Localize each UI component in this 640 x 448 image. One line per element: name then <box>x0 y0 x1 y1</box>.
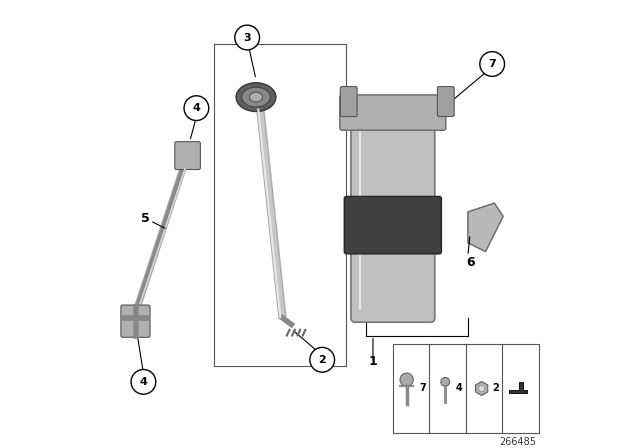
Text: 4: 4 <box>193 103 200 113</box>
Ellipse shape <box>250 92 262 102</box>
Circle shape <box>235 25 260 50</box>
Circle shape <box>479 385 484 392</box>
Text: 6: 6 <box>466 256 474 269</box>
FancyBboxPatch shape <box>437 86 454 116</box>
Circle shape <box>441 377 450 386</box>
Circle shape <box>400 373 413 386</box>
Text: 7: 7 <box>488 59 496 69</box>
Ellipse shape <box>236 83 276 112</box>
Text: 2: 2 <box>318 355 326 365</box>
Circle shape <box>310 347 335 372</box>
Circle shape <box>184 96 209 121</box>
Polygon shape <box>468 203 503 252</box>
FancyBboxPatch shape <box>344 196 442 254</box>
Text: 2: 2 <box>492 383 499 393</box>
Text: 4: 4 <box>456 383 462 393</box>
Text: 5: 5 <box>141 212 150 225</box>
Circle shape <box>480 52 504 76</box>
Text: 7: 7 <box>419 383 426 393</box>
FancyBboxPatch shape <box>351 128 435 322</box>
Circle shape <box>131 370 156 394</box>
Ellipse shape <box>242 87 270 107</box>
FancyBboxPatch shape <box>175 142 200 169</box>
FancyBboxPatch shape <box>340 95 446 130</box>
FancyBboxPatch shape <box>121 305 150 337</box>
FancyBboxPatch shape <box>340 86 357 116</box>
Text: 266485: 266485 <box>499 437 536 447</box>
Text: 4: 4 <box>140 377 147 387</box>
Text: 1: 1 <box>369 356 378 369</box>
Text: 3: 3 <box>243 33 251 43</box>
Polygon shape <box>509 382 527 393</box>
